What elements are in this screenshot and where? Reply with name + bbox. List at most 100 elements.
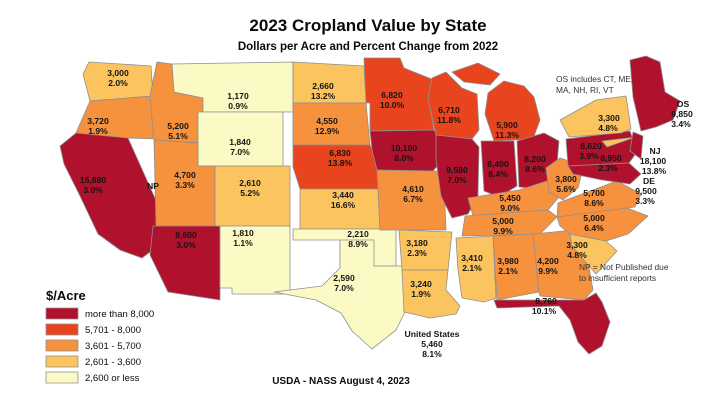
- np-note-line2: to insufficient reports: [579, 273, 656, 283]
- state-fl-pct-label: 10.1%: [532, 306, 557, 316]
- state-ut-pct-label: 3.3%: [175, 180, 195, 190]
- state-nc-pct-label: 6.4%: [584, 223, 604, 233]
- state-nm-pct-label: 1.1%: [233, 238, 253, 248]
- state-nc-value-label: 5,000: [583, 213, 605, 223]
- state-la-pct-label: 1.9%: [411, 289, 431, 299]
- page-title: 2023 Cropland Value by State: [249, 16, 486, 35]
- state-ks-value-label: 3,440: [332, 190, 354, 200]
- state-id-pct-label: 5.1%: [168, 131, 188, 141]
- state-ca-pct-label: 3.0%: [83, 185, 103, 195]
- state-ny-shape: [559, 95, 632, 138]
- state-wa-value-label: 3,000: [107, 68, 129, 78]
- state-ga-pct-label: 9.9%: [538, 266, 558, 276]
- new-england-os-shape: [629, 55, 681, 132]
- state-il-shape: [435, 134, 480, 219]
- state-wi-value-label: 6,710: [438, 105, 460, 115]
- state-co-pct-label: 5.2%: [240, 188, 260, 198]
- state-ny-long-island-shape: [601, 136, 637, 148]
- state-nj-shape: [629, 131, 644, 160]
- state-nm-value-label: 1,810: [232, 228, 254, 238]
- state-nv-np-label: NP: [147, 181, 159, 191]
- state-mi-pct-label: 11.3%: [495, 130, 519, 140]
- state-pa-pct-label: 3.9%: [579, 151, 599, 161]
- state-sd-value-label: 4,550: [316, 116, 338, 126]
- state-il-pct-label: 7.0%: [447, 175, 467, 185]
- state-ar-pct-label: 2.3%: [407, 248, 427, 258]
- state-mi-shape: [484, 80, 541, 142]
- state-wi-pct-label: 11.8%: [437, 115, 461, 125]
- callout-labels: OS 9,850 3.4% NJ 18,100 13.8% DE 9,500 3…: [635, 99, 693, 206]
- state-tx-pct-label: 7.0%: [334, 283, 354, 293]
- state-ky-pct-label: 9.0%: [500, 203, 520, 213]
- legend-swatch-class3: [45, 339, 79, 352]
- state-al-pct-label: 2.1%: [498, 266, 518, 276]
- legend-label-class2: 5,701 - 8,000: [85, 325, 141, 336]
- os-value-label: 9,850: [671, 109, 693, 119]
- state-ca-value-label: 15,880: [80, 175, 107, 185]
- us-total-pct: 8.1%: [422, 349, 442, 359]
- source-attribution: USDA - NASS August 4, 2023: [272, 376, 410, 387]
- state-mn-value-label: 6,820: [381, 90, 403, 100]
- state-ia-value-label: 10,100: [391, 143, 418, 153]
- de-name-label: DE: [643, 176, 655, 186]
- de-pct-label: 3.3%: [635, 196, 655, 206]
- legend-swatch-class4: [45, 355, 79, 368]
- state-mt-value-label: 1,170: [227, 91, 249, 101]
- state-mi-up-shape: [451, 62, 501, 86]
- map-notes: OS includes CT, ME, MA, NH, RI, VT NP = …: [556, 74, 669, 283]
- state-tx-value-label: 2,590: [333, 273, 355, 283]
- state-ar-value-label: 3,180: [406, 238, 428, 248]
- state-nd-value-label: 2,660: [312, 81, 334, 91]
- state-or-pct-label: 1.9%: [88, 126, 108, 136]
- state-wv-pct-label: 5.6%: [556, 184, 576, 194]
- state-ny-value-label: 3,300: [598, 113, 620, 123]
- state-ks-pct-label: 16.6%: [331, 200, 356, 210]
- state-ms-pct-label: 2.1%: [462, 263, 482, 273]
- state-pa-value-label: 8,620: [580, 141, 602, 151]
- state-ga-value-label: 4,200: [537, 256, 559, 266]
- state-ok-pct-label: 8.9%: [348, 239, 368, 249]
- us-total-label: United States: [405, 329, 460, 339]
- state-ok-value-label: 2,210: [347, 229, 369, 239]
- state-ne-pct-label: 13.8%: [328, 158, 353, 168]
- os-note-line1: OS includes CT, ME,: [556, 74, 633, 84]
- state-la-value-label: 3,240: [410, 279, 432, 289]
- state-az-value-label: 8,600: [175, 230, 197, 240]
- state-in-pct-label: 8.4%: [488, 169, 508, 179]
- state-wy-pct-label: 7.0%: [230, 147, 250, 157]
- state-fl-value-label: 8,760: [535, 296, 557, 306]
- state-sc-value-label: 3,300: [566, 240, 588, 250]
- us-total-value: 5,460: [421, 339, 443, 349]
- state-mi-value-label: 5,900: [496, 120, 518, 130]
- de-value-label: 9,500: [635, 186, 657, 196]
- state-labels: 3,000 2.0% 3,720 1.9% 15,880 3.0% NP 5,2…: [80, 68, 622, 316]
- state-al-value-label: 3,980: [497, 256, 519, 266]
- nj-name-label: NJ: [650, 146, 661, 156]
- state-va-pct-label: 8.6%: [584, 198, 604, 208]
- state-az-shape: [149, 225, 221, 301]
- state-az-pct-label: 3.0%: [176, 240, 196, 250]
- legend-title: $/Acre: [46, 288, 86, 303]
- state-fl-shape: [493, 292, 611, 355]
- state-ia-pct-label: 8.0%: [394, 153, 414, 163]
- state-nm-shape: [219, 225, 291, 295]
- state-co-value-label: 2,610: [239, 178, 261, 188]
- np-note-line1: NP = Not Published due: [579, 262, 669, 272]
- os-note-line2: MA, NH, RI, VT: [556, 85, 614, 95]
- state-md-pct-label: 2.3%: [598, 163, 618, 173]
- state-mt-pct-label: 0.9%: [228, 101, 248, 111]
- os-name-label: OS: [677, 99, 690, 109]
- state-ky-value-label: 5,450: [499, 193, 521, 203]
- legend-swatch-class5: [45, 371, 79, 384]
- legend-label-class5: 2,600 or less: [85, 373, 140, 384]
- legend-label-class3: 3,601 - 5,700: [85, 341, 141, 352]
- nj-pct-label: 13.8%: [642, 166, 667, 176]
- state-sd-pct-label: 12.9%: [315, 126, 340, 136]
- state-ms-value-label: 3,410: [461, 253, 483, 263]
- state-mo-shape: [376, 169, 447, 231]
- state-in-value-label: 8,400: [487, 159, 509, 169]
- state-oh-pct-label: 8.6%: [525, 164, 545, 174]
- state-wy-value-label: 1,840: [229, 137, 251, 147]
- state-mo-value-label: 4,610: [402, 184, 424, 194]
